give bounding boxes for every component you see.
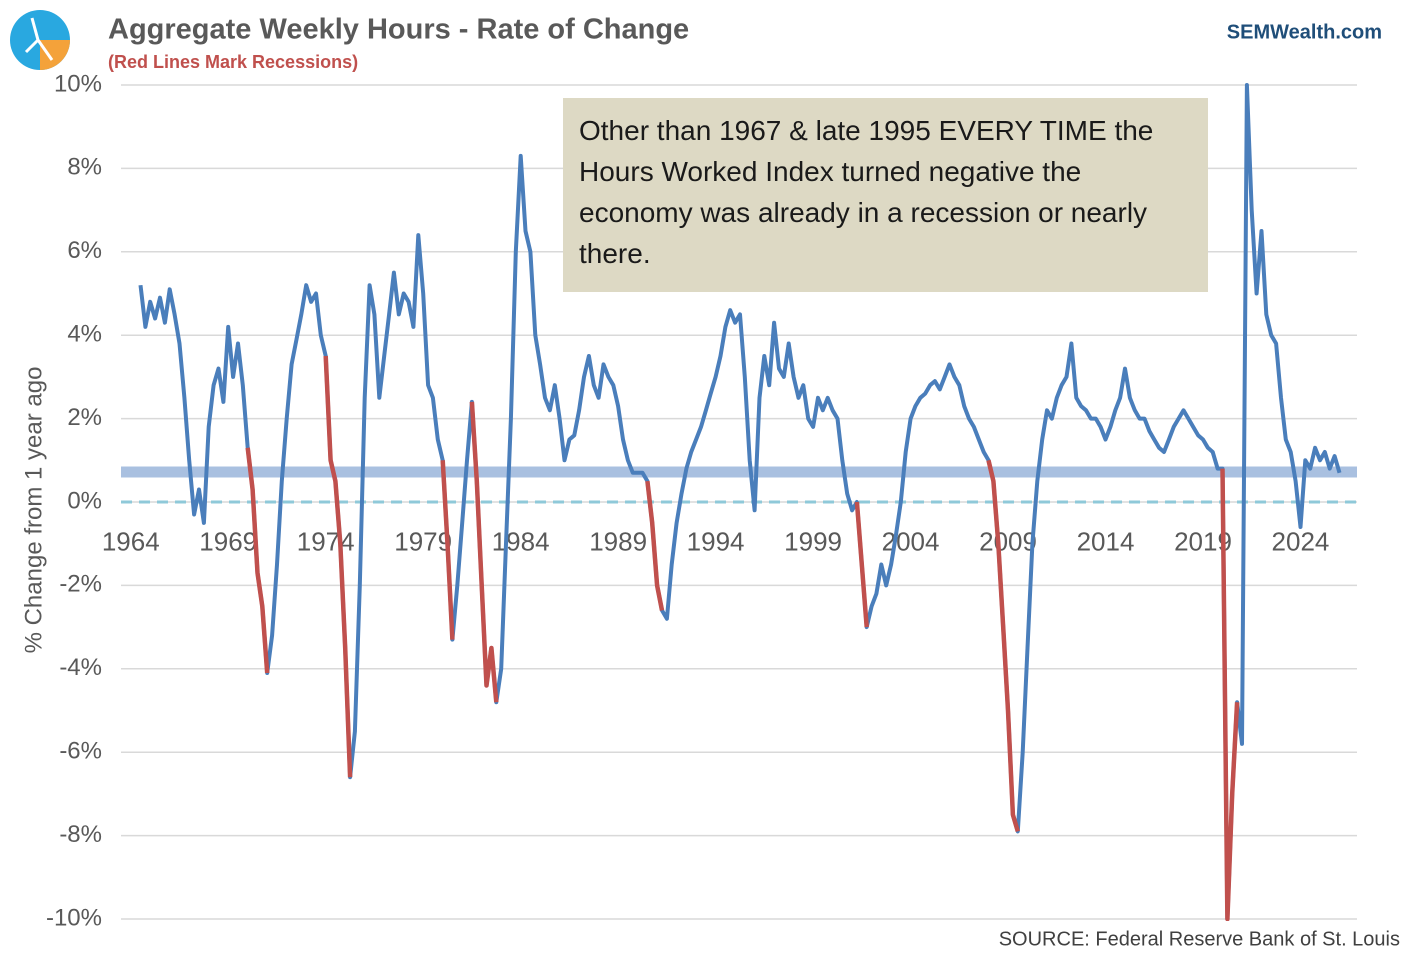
x-tick-label: 1969: [199, 527, 257, 557]
x-tick-label: 1999: [784, 527, 842, 557]
x-tick-label: 1984: [492, 527, 550, 557]
y-tick-label: 2%: [67, 404, 102, 431]
y-tick-label: -2%: [59, 571, 102, 598]
recession-line: [245, 447, 270, 674]
y-tick-label: -10%: [46, 904, 102, 931]
chart-title: Aggregate Weekly Hours - Rate of Change: [108, 14, 689, 46]
y-tick-label: -4%: [59, 654, 102, 681]
recession-line: [854, 501, 869, 628]
x-tick-label: 1964: [102, 527, 160, 557]
y-tick-label: 10%: [54, 70, 102, 97]
recession-line: [1220, 468, 1240, 921]
logo: [10, 10, 70, 70]
recession-line: [645, 480, 665, 611]
x-tick-label: 1994: [687, 527, 745, 557]
x-tick-label: 2004: [882, 527, 940, 557]
y-tick-label: 4%: [67, 321, 102, 348]
y-tick-label: 6%: [67, 237, 102, 264]
recession-line: [986, 459, 1020, 833]
y-tick-label: 0%: [67, 487, 102, 514]
y-axis-label: % Change from 1 year ago: [20, 367, 47, 654]
source: SOURCE: Federal Reserve Bank of St. Loui…: [999, 928, 1400, 950]
y-tick-label: 8%: [67, 154, 102, 181]
x-tick-label: 1979: [394, 527, 452, 557]
brand: SEMWealth.com: [1227, 21, 1382, 43]
x-tick-label: 2009: [979, 527, 1037, 557]
recession-line: [469, 401, 499, 703]
y-tick-label: -6%: [59, 738, 102, 765]
annotation: Other than 1967 & late 1995 EVERY TIME t…: [563, 98, 1208, 292]
x-tick-label: 2014: [1077, 527, 1135, 557]
chart-subtitle: (Red Lines Mark Recessions): [108, 52, 358, 72]
x-tick-label: 1974: [297, 527, 355, 557]
x-tick-label: 1989: [589, 527, 647, 557]
x-tick-label: 2024: [1272, 527, 1330, 557]
recession-line: [323, 355, 353, 778]
recession-line: [440, 460, 455, 640]
y-tick-label: -8%: [59, 821, 102, 848]
